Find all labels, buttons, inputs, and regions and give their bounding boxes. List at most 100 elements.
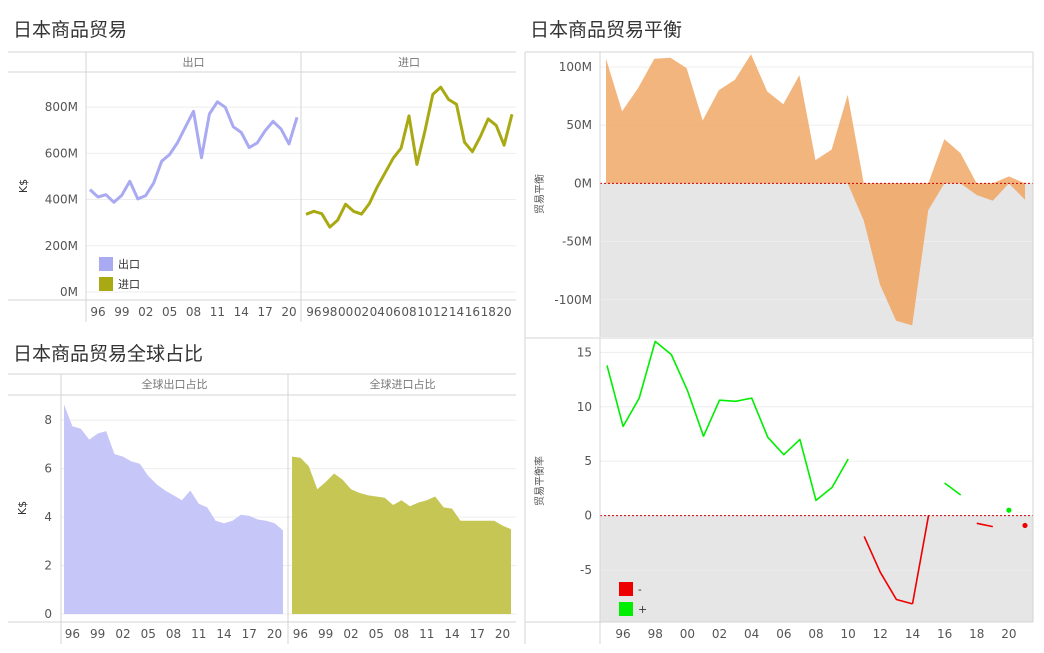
share-y-axis-label: K$ xyxy=(16,501,29,515)
trade-y-tick: 200M xyxy=(45,239,78,253)
share-x-tick: 96 xyxy=(65,627,80,641)
share-x-tick: 02 xyxy=(115,627,130,641)
trade-y-tick: 400M xyxy=(45,193,78,207)
rate-x-tick: 18 xyxy=(969,627,984,641)
trade-x-tick: 02 xyxy=(354,305,369,319)
trade-y-tick: 0M xyxy=(60,285,78,299)
trade-x-tick: 96 xyxy=(306,305,321,319)
rate-negative-point xyxy=(1022,522,1028,529)
balance-y-tick: -50M xyxy=(562,235,592,249)
share-panel-header: 全球出口占比 xyxy=(142,377,208,391)
share-x-tick: 20 xyxy=(495,627,510,641)
trade-y-tick: 800M xyxy=(45,100,78,114)
rate-x-tick: 98 xyxy=(648,627,663,641)
share-x-tick: 20 xyxy=(267,627,282,641)
trade-x-tick: 10 xyxy=(417,305,432,319)
share-x-tick: 08 xyxy=(166,627,181,641)
balance-y-axis-label: 贸易平衡 xyxy=(534,174,546,214)
trade-x-tick: 16 xyxy=(465,305,480,319)
share-y-tick: 6 xyxy=(44,462,52,476)
trade-x-tick: 08 xyxy=(186,305,201,319)
rate-positive-line xyxy=(944,482,962,496)
trade-x-tick: 18 xyxy=(481,305,496,319)
legend-negative-label: - xyxy=(638,583,642,596)
rate-negative-line xyxy=(976,522,993,528)
legend-export-label: 出口 xyxy=(118,257,140,271)
trade-x-tick: 20 xyxy=(281,305,296,319)
share-import-area xyxy=(292,456,511,614)
trade-x-tick: 06 xyxy=(386,305,401,319)
trade-x-tick: 14 xyxy=(449,305,464,319)
trade-x-tick: 20 xyxy=(496,305,511,319)
rate-y-tick: -5 xyxy=(580,563,592,577)
rate-x-tick: 08 xyxy=(808,627,823,641)
legend-positive-label: + xyxy=(638,603,647,616)
trade-x-tick: 14 xyxy=(234,305,249,319)
rate-x-tick: 02 xyxy=(712,627,727,641)
rate-x-tick: 96 xyxy=(615,627,630,641)
export-line xyxy=(88,100,299,204)
share-x-tick: 14 xyxy=(216,627,231,641)
share-chart-title: 日本商品贸易全球占比 xyxy=(13,343,204,365)
legend-export-swatch xyxy=(99,257,113,271)
trade-x-tick: 02 xyxy=(138,305,153,319)
trade-y-axis-label: K$ xyxy=(17,179,30,193)
share-x-tick: 11 xyxy=(419,627,434,641)
share-y-tick: 4 xyxy=(44,510,52,524)
share-x-tick: 99 xyxy=(90,627,105,641)
rate-x-tick: 00 xyxy=(680,627,695,641)
balance-y-tick: 0M xyxy=(574,176,592,190)
rate-positive-line xyxy=(606,340,849,502)
rate-x-tick: 14 xyxy=(905,627,920,641)
share-x-tick: 99 xyxy=(318,627,333,641)
trade-x-tick: 17 xyxy=(258,305,273,319)
rate-x-tick: 04 xyxy=(744,627,759,641)
rate-negative-line xyxy=(863,536,913,605)
balance-y-tick: 100M xyxy=(559,60,592,74)
share-x-tick: 02 xyxy=(343,627,358,641)
share-y-tick: 8 xyxy=(44,413,52,427)
legend-positive-swatch xyxy=(619,602,633,616)
rate-y-tick: 0 xyxy=(584,509,592,523)
trade-x-tick: 11 xyxy=(210,305,225,319)
share-x-tick: 96 xyxy=(293,627,308,641)
legend-negative-swatch xyxy=(619,582,633,596)
balance-chart-title: 日本商品贸易平衡 xyxy=(530,19,683,41)
rate-y-axis-label: 贸易平衡率 xyxy=(533,456,546,506)
share-x-tick: 08 xyxy=(394,627,409,641)
share-x-tick: 17 xyxy=(470,627,485,641)
rate-x-tick: 06 xyxy=(776,627,791,641)
rate-x-tick: 12 xyxy=(873,627,888,641)
trade-x-tick: 00 xyxy=(338,305,353,319)
share-x-tick: 17 xyxy=(242,627,257,641)
rate-x-tick: 10 xyxy=(841,627,856,641)
trade-panel-header: 进口 xyxy=(398,56,420,69)
share-x-tick: 05 xyxy=(141,627,156,641)
share-x-tick: 05 xyxy=(369,627,384,641)
rate-negative-zone xyxy=(600,515,1033,622)
balance-y-tick: -100M xyxy=(554,293,592,307)
share-x-tick: 11 xyxy=(191,627,206,641)
trade-x-tick: 96 xyxy=(90,305,105,319)
share-x-tick: 14 xyxy=(444,627,459,641)
rate-positive-point xyxy=(1006,507,1012,513)
balance-y-tick: 50M xyxy=(566,118,592,132)
share-y-tick: 0 xyxy=(44,607,52,621)
legend-import-swatch xyxy=(99,277,113,291)
rate-x-tick: 20 xyxy=(1001,627,1016,641)
trade-x-tick: 12 xyxy=(433,305,448,319)
rate-y-tick: 15 xyxy=(577,345,592,359)
trade-x-tick: 04 xyxy=(370,305,385,319)
trade-x-tick: 99 xyxy=(114,305,129,319)
rate-y-tick: 10 xyxy=(577,400,592,414)
trade-x-tick: 05 xyxy=(162,305,177,319)
balance-negative-zone xyxy=(600,183,1033,337)
rate-x-tick: 16 xyxy=(937,627,952,641)
legend-import-label: 进口 xyxy=(118,278,140,291)
share-export-area xyxy=(64,404,283,614)
trade-x-tick: 08 xyxy=(401,305,416,319)
share-panel-header: 全球进口占比 xyxy=(370,377,436,391)
trade-panel-header: 出口 xyxy=(183,55,205,69)
balance-negative-area xyxy=(606,183,1025,326)
